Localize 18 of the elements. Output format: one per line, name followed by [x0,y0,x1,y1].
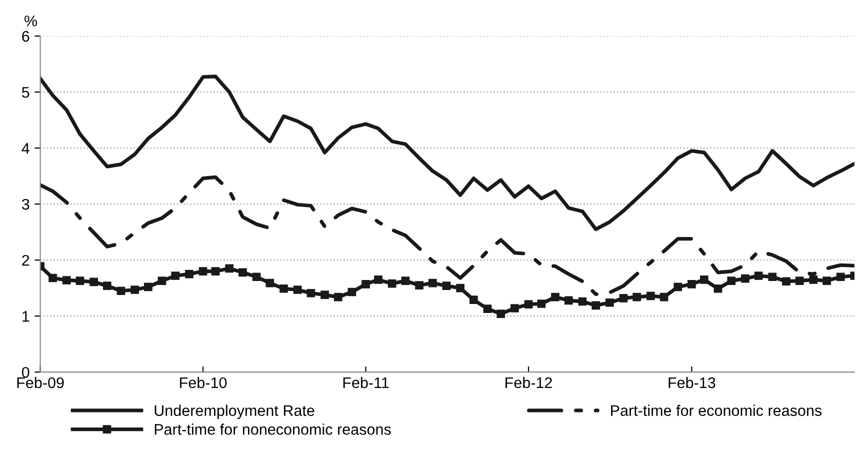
legend-label: Underemployment Rate [154,404,314,420]
y-tick-label: 6 [22,30,30,42]
x-tick-label: Feb-11 [343,376,389,388]
y-tick-label: 1 [22,311,30,322]
x-tick-label: Feb-12 [506,376,552,388]
legend-label: Part-time for economic reasons [611,404,822,416]
line-series [40,175,854,296]
y-tick-label: 0 [22,366,30,378]
legend-label: Part-time for noneconomic reasons [154,424,391,435]
x-tick-label: Feb-09 [17,376,64,388]
y-axis-title: % [24,16,38,26]
y-tick-label: 3 [22,198,30,210]
x-tick-label: Feb-13 [668,376,716,388]
x-tick-label: Feb-10 [180,376,227,388]
y-tick-label: 5 [22,87,30,98]
y-tick-label: 4 [22,143,30,154]
line-series [40,74,854,232]
y-tick-label: 2 [22,254,30,266]
